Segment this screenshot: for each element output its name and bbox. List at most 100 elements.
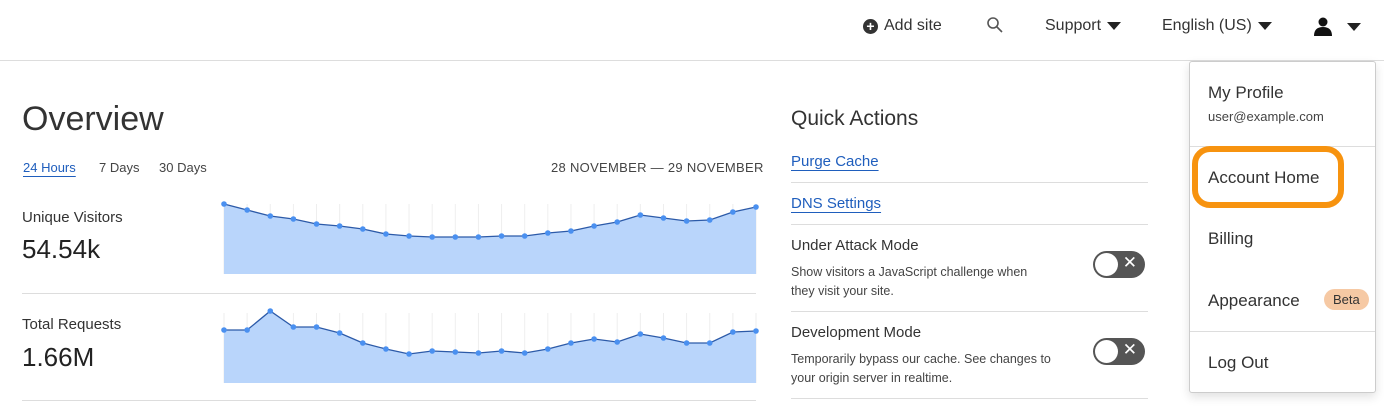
data-point bbox=[637, 212, 644, 218]
data-point bbox=[498, 348, 505, 354]
add-site-button[interactable]: + Add site bbox=[863, 17, 942, 35]
metric-value: 54.54k bbox=[22, 234, 101, 264]
data-point bbox=[313, 221, 320, 227]
data-point bbox=[614, 339, 621, 345]
data-point bbox=[429, 348, 435, 354]
menu-item-log-out[interactable]: Log Out bbox=[1208, 353, 1269, 372]
data-point bbox=[359, 226, 366, 232]
page-title: Overview bbox=[22, 100, 164, 138]
divider bbox=[22, 400, 756, 401]
divider bbox=[1190, 331, 1375, 332]
data-point bbox=[267, 308, 274, 314]
data-point bbox=[730, 209, 736, 215]
caret-down-icon bbox=[1257, 22, 1272, 30]
data-point bbox=[452, 234, 459, 240]
support-label: Support bbox=[1045, 17, 1102, 34]
data-point bbox=[498, 233, 505, 239]
close-icon: ✕ bbox=[1122, 253, 1137, 272]
support-dropdown[interactable]: Support bbox=[1045, 17, 1122, 35]
development-mode-desc: Temporarily bypass our cache. See change… bbox=[791, 352, 1051, 385]
date-range: 28 NOVEMBER — 29 NOVEMBER bbox=[551, 160, 764, 175]
search-button[interactable] bbox=[986, 16, 1004, 34]
data-point bbox=[475, 234, 482, 240]
data-point bbox=[521, 350, 528, 356]
top-bar: + Add site Support English (US) bbox=[0, 0, 1384, 61]
menu-item-my-profile[interactable]: My Profile bbox=[1208, 83, 1284, 102]
area-fill bbox=[224, 311, 756, 383]
menu-item-appearance[interactable]: Appearance bbox=[1208, 291, 1300, 310]
under-attack-desc: Show visitors a JavaScript challenge whe… bbox=[791, 265, 1028, 298]
data-point bbox=[406, 233, 412, 239]
close-icon: ✕ bbox=[1122, 340, 1137, 359]
data-point bbox=[290, 216, 297, 222]
range-7-days[interactable]: 7 Days bbox=[99, 160, 140, 175]
user-icon bbox=[1314, 17, 1332, 36]
data-point bbox=[568, 340, 574, 346]
range-24-hours[interactable]: 24 Hours bbox=[23, 160, 76, 175]
data-point bbox=[591, 223, 597, 229]
data-point bbox=[753, 328, 759, 334]
under-attack-toggle[interactable]: ✕ bbox=[1093, 251, 1145, 278]
plus-circle-icon: + bbox=[863, 18, 878, 34]
menu-item-account-home[interactable]: Account Home bbox=[1208, 168, 1320, 187]
data-point bbox=[706, 340, 713, 346]
language-dropdown[interactable]: English (US) bbox=[1162, 17, 1272, 35]
data-point bbox=[244, 207, 250, 213]
development-mode-title: Development Mode bbox=[791, 324, 922, 341]
data-point bbox=[521, 233, 528, 239]
metric-value: 1.66M bbox=[22, 342, 95, 372]
data-point bbox=[660, 215, 667, 221]
divider bbox=[791, 398, 1148, 399]
development-mode-toggle[interactable]: ✕ bbox=[1093, 338, 1145, 365]
highlight-annotation bbox=[1192, 146, 1344, 208]
data-point bbox=[545, 346, 551, 352]
purge-cache-link[interactable]: Purge Cache bbox=[791, 153, 879, 170]
data-point bbox=[336, 223, 343, 229]
divider bbox=[22, 293, 756, 294]
data-point bbox=[730, 329, 736, 335]
data-point bbox=[545, 230, 551, 236]
user-dropdown-menu: My Profile user@example.com Account Home… bbox=[1189, 61, 1376, 393]
area-fill bbox=[224, 204, 756, 274]
user-email: user@example.com bbox=[1208, 109, 1324, 124]
divider bbox=[791, 311, 1148, 312]
data-point bbox=[383, 231, 389, 237]
range-30-days[interactable]: 30 Days bbox=[159, 160, 207, 175]
data-point bbox=[336, 330, 343, 336]
data-point bbox=[660, 335, 667, 341]
divider bbox=[791, 182, 1148, 183]
unique-visitors-chart bbox=[221, 201, 759, 274]
data-point bbox=[221, 201, 227, 207]
data-point bbox=[753, 204, 759, 210]
data-point bbox=[683, 340, 690, 346]
data-point bbox=[614, 219, 621, 225]
metric-label: Total Requests bbox=[22, 316, 122, 333]
beta-badge: Beta bbox=[1324, 289, 1369, 310]
language-label: English (US) bbox=[1162, 17, 1252, 34]
data-point bbox=[359, 340, 366, 346]
dns-settings-link[interactable]: DNS Settings bbox=[791, 195, 882, 212]
user-menu-button[interactable] bbox=[1313, 17, 1361, 36]
data-point bbox=[221, 327, 227, 333]
data-point bbox=[406, 351, 412, 357]
total-requests-chart bbox=[221, 308, 759, 383]
menu-item-billing[interactable]: Billing bbox=[1208, 229, 1254, 248]
series-line bbox=[223, 203, 757, 238]
caret-down-icon bbox=[1107, 22, 1122, 30]
caret-down-icon bbox=[1347, 22, 1361, 31]
data-point bbox=[452, 349, 459, 355]
metric-label: Unique Visitors bbox=[22, 209, 123, 226]
data-point bbox=[383, 346, 389, 352]
search-icon bbox=[987, 17, 1003, 33]
data-point bbox=[637, 331, 644, 337]
data-point bbox=[290, 324, 297, 330]
series-line bbox=[224, 310, 757, 355]
data-point bbox=[706, 217, 713, 223]
data-point bbox=[267, 213, 274, 219]
data-point bbox=[244, 327, 250, 333]
add-site-label: Add site bbox=[884, 17, 942, 34]
under-attack-title: Under Attack Mode bbox=[791, 237, 919, 254]
data-point bbox=[313, 324, 320, 330]
quick-actions-title: Quick Actions bbox=[791, 107, 919, 130]
data-point bbox=[591, 336, 597, 342]
